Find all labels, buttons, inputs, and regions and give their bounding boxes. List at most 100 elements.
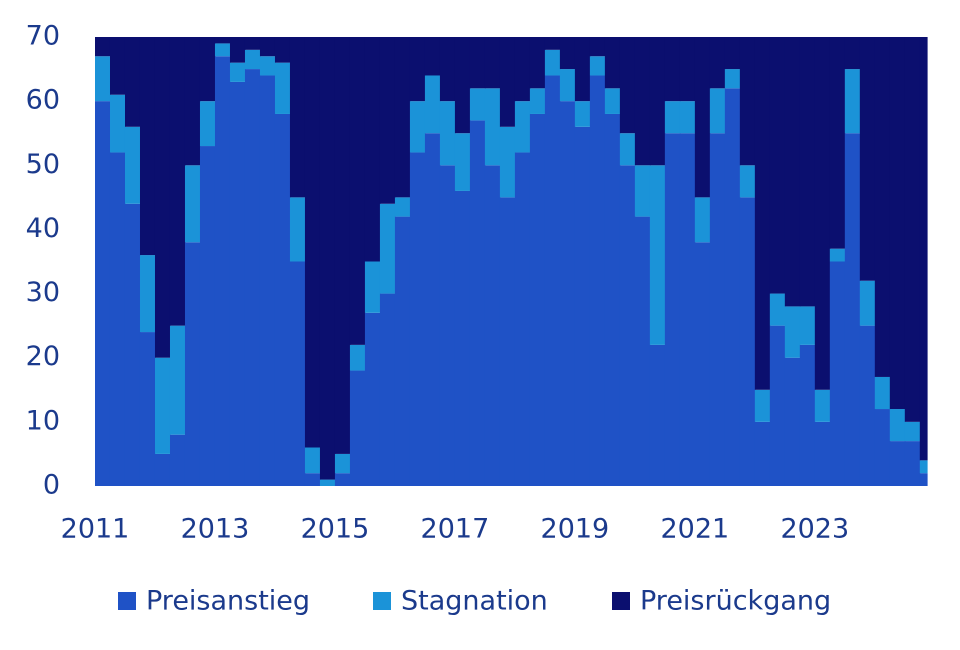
area-step bbox=[274, 62, 291, 114]
area-step bbox=[529, 113, 546, 486]
area-step bbox=[334, 473, 351, 486]
area-step bbox=[484, 37, 501, 89]
area-step bbox=[694, 197, 711, 243]
area-step bbox=[184, 37, 201, 166]
area-step bbox=[139, 37, 156, 256]
area-step bbox=[814, 389, 831, 422]
area-step bbox=[409, 101, 426, 153]
area-step bbox=[649, 37, 666, 166]
area-step bbox=[499, 197, 516, 486]
area-step bbox=[229, 62, 246, 82]
area-step bbox=[874, 409, 891, 486]
area-step bbox=[919, 37, 928, 461]
area-step bbox=[709, 133, 726, 486]
area-step bbox=[904, 37, 921, 422]
area-step bbox=[859, 325, 876, 486]
area-step bbox=[889, 409, 906, 442]
area-step bbox=[664, 101, 681, 134]
area-step bbox=[319, 37, 336, 480]
area-step bbox=[394, 37, 411, 198]
area-step bbox=[529, 37, 546, 89]
area-step bbox=[589, 75, 606, 486]
area-step bbox=[439, 165, 456, 487]
area-step bbox=[574, 101, 591, 127]
area-step bbox=[754, 37, 771, 390]
area-step bbox=[364, 261, 381, 313]
area-step bbox=[679, 37, 696, 102]
area-step bbox=[409, 37, 426, 102]
area-step bbox=[199, 146, 216, 487]
area-step bbox=[184, 242, 201, 486]
area-step bbox=[379, 37, 396, 204]
area-step bbox=[259, 56, 276, 76]
area-step bbox=[874, 376, 891, 410]
area-step bbox=[469, 88, 486, 121]
area-step bbox=[799, 37, 816, 307]
area-step bbox=[259, 37, 276, 57]
area-step bbox=[454, 133, 471, 191]
area-step bbox=[124, 203, 141, 486]
y-tick-label: 20 bbox=[26, 341, 60, 372]
area-step bbox=[709, 37, 726, 89]
y-tick-label: 50 bbox=[26, 149, 60, 180]
area-step bbox=[499, 37, 516, 127]
area-step bbox=[199, 101, 216, 147]
area-step bbox=[784, 37, 801, 307]
x-tick-label: 2013 bbox=[181, 514, 250, 545]
legend-swatch bbox=[373, 592, 391, 610]
area-step bbox=[95, 37, 111, 57]
area-step bbox=[454, 37, 471, 134]
area-step bbox=[754, 389, 771, 422]
area-step bbox=[139, 332, 156, 486]
y-tick-label: 10 bbox=[26, 405, 60, 436]
y-tick-label: 60 bbox=[26, 85, 60, 116]
area-step bbox=[769, 37, 786, 294]
area-step bbox=[469, 37, 486, 89]
area-step bbox=[334, 453, 351, 474]
area-step bbox=[169, 37, 186, 326]
area-step bbox=[514, 37, 531, 102]
y-tick-label: 0 bbox=[43, 470, 60, 501]
area-step bbox=[95, 56, 111, 102]
area-step bbox=[319, 479, 336, 486]
area-step bbox=[739, 165, 756, 198]
area-step bbox=[394, 216, 411, 486]
area-step bbox=[694, 242, 711, 486]
area-step bbox=[814, 37, 831, 390]
area-step bbox=[619, 37, 636, 134]
area-step bbox=[634, 216, 651, 486]
area-step bbox=[349, 37, 366, 345]
area-step bbox=[634, 37, 651, 166]
area-step bbox=[784, 306, 801, 358]
area-step bbox=[409, 152, 426, 486]
area-step bbox=[139, 255, 156, 333]
area-step bbox=[799, 306, 816, 345]
area-step bbox=[634, 165, 651, 217]
area-step bbox=[919, 460, 928, 474]
area-step bbox=[574, 37, 591, 102]
area-step bbox=[604, 113, 621, 486]
area-step bbox=[109, 152, 126, 486]
area-step bbox=[679, 101, 696, 134]
area-step bbox=[754, 421, 771, 486]
area-step bbox=[124, 126, 141, 204]
area-step bbox=[109, 37, 126, 95]
area-step bbox=[514, 152, 531, 486]
area-step bbox=[619, 165, 636, 487]
area-step bbox=[529, 88, 546, 114]
area-step bbox=[229, 37, 246, 63]
area-step bbox=[724, 37, 741, 70]
area-step bbox=[559, 37, 576, 70]
y-tick-label: 40 bbox=[26, 213, 60, 244]
area-step bbox=[499, 126, 516, 198]
area-step bbox=[424, 133, 441, 486]
area-step bbox=[484, 88, 501, 166]
area-step bbox=[95, 101, 111, 487]
area-step bbox=[439, 101, 456, 166]
area-step bbox=[604, 37, 621, 89]
area-step bbox=[154, 37, 171, 358]
area-step bbox=[844, 133, 861, 486]
area-step bbox=[244, 69, 261, 487]
area-step bbox=[649, 344, 666, 486]
